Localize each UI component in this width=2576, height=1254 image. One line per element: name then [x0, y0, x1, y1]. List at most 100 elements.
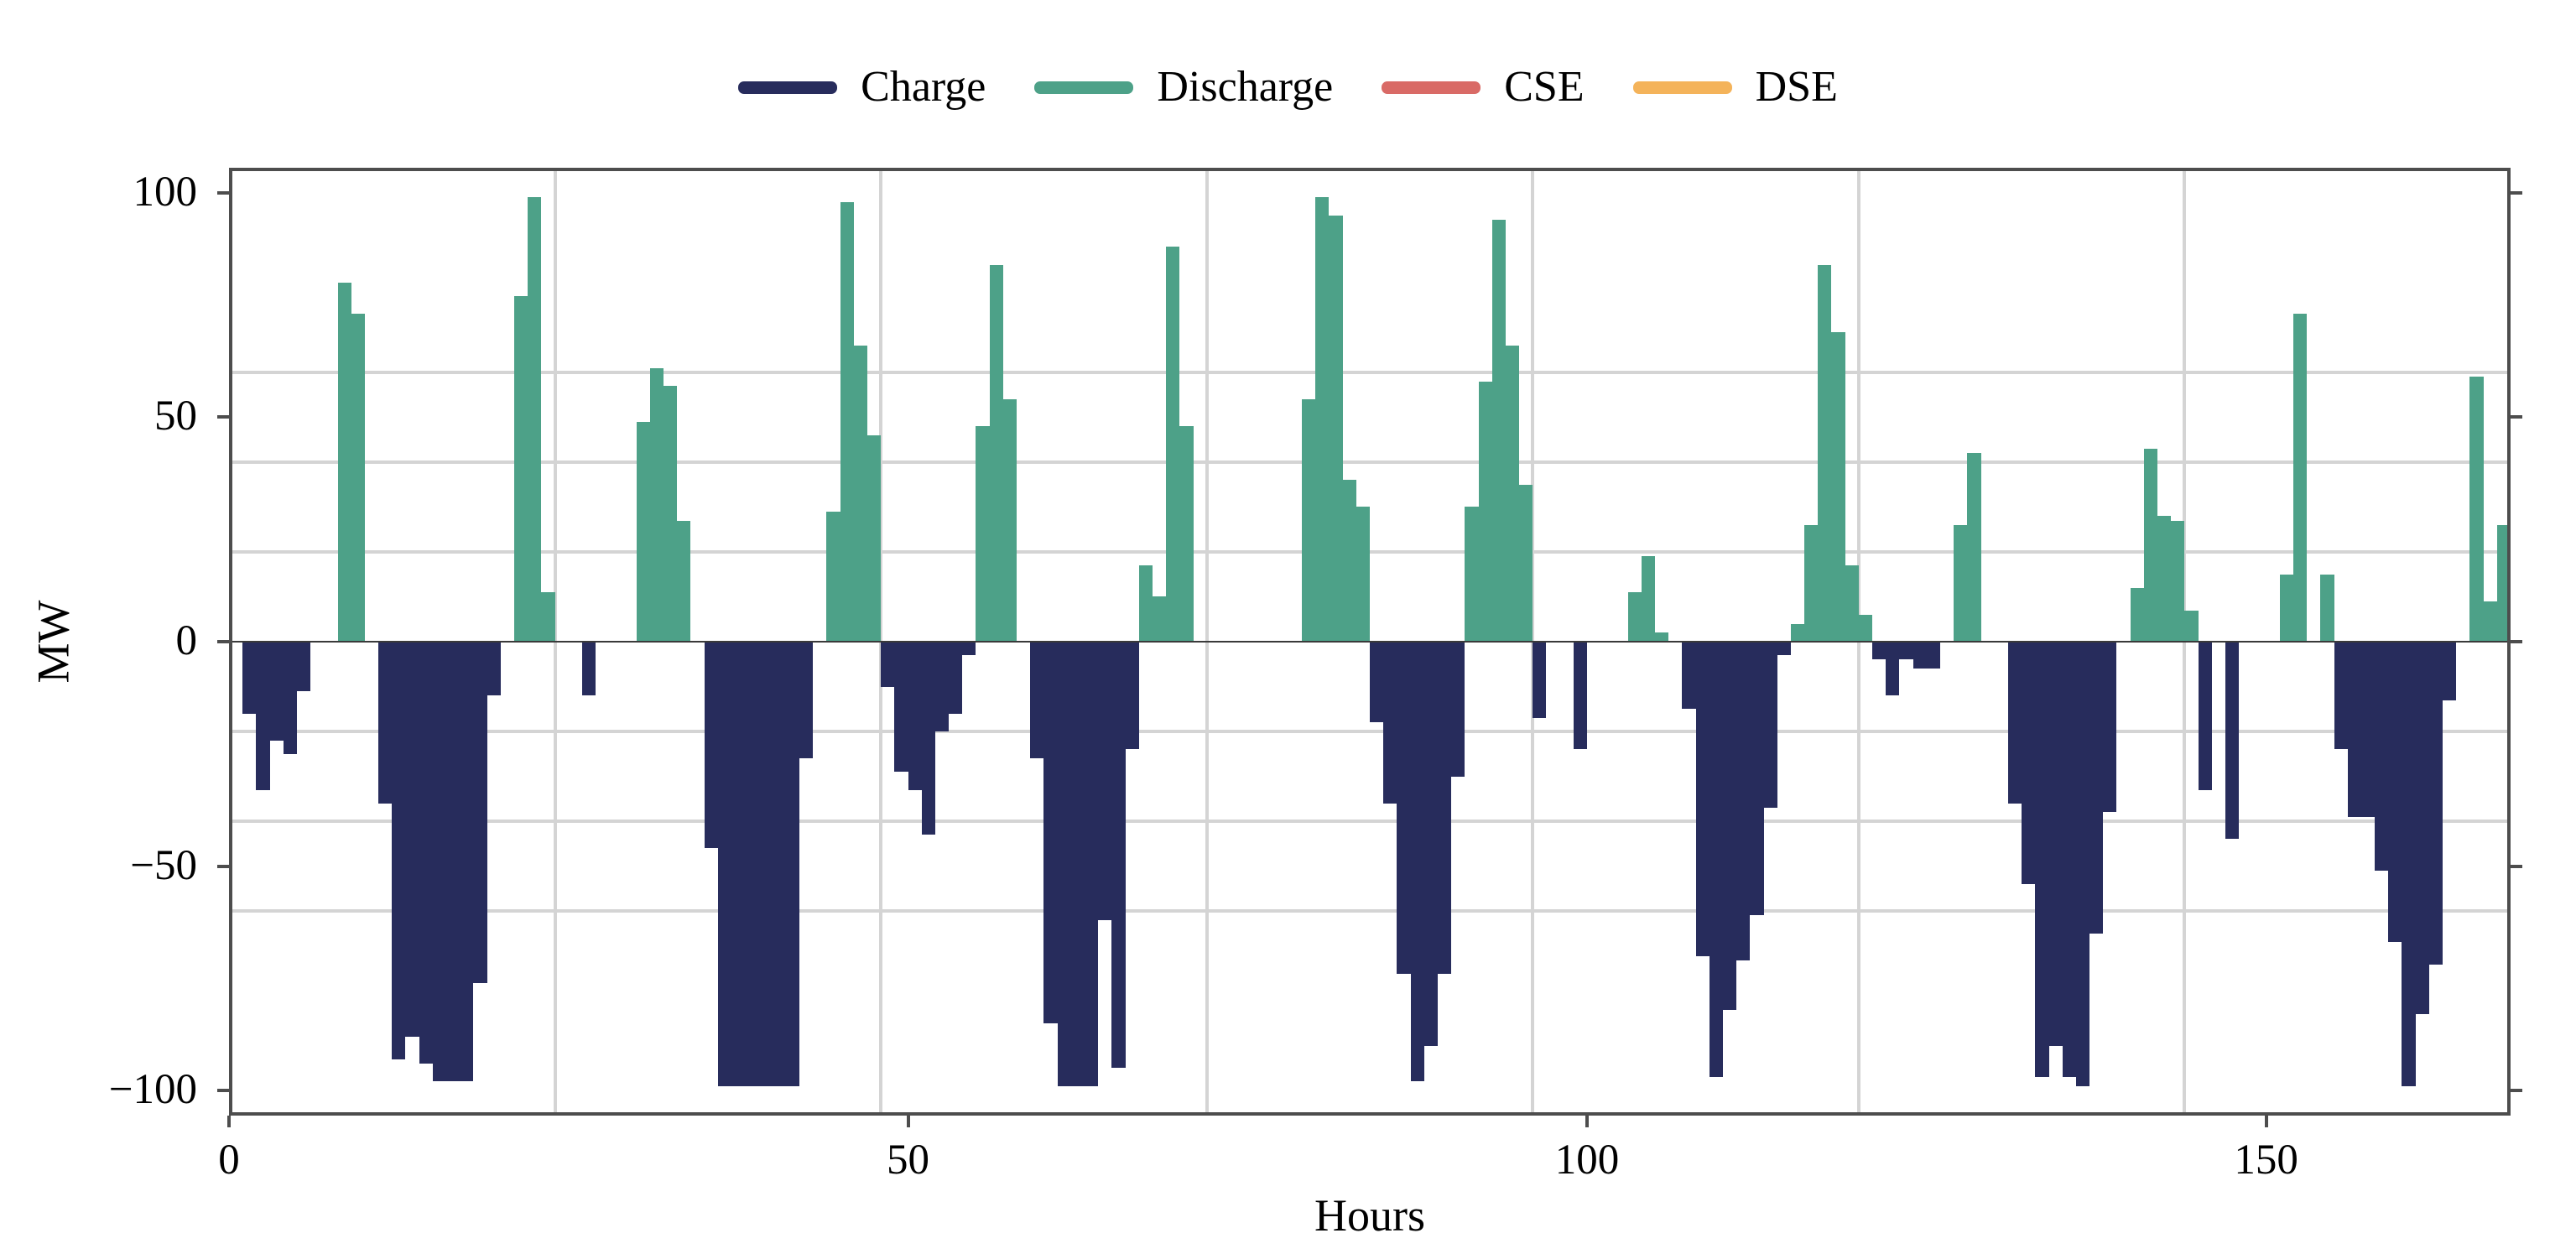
discharge-bar-hour-94: [1505, 345, 1520, 642]
charge-bar-hour-145: [2198, 642, 2212, 790]
discharge-bar-hour-31: [649, 367, 664, 642]
charge-bar-hour-51: [921, 642, 935, 835]
charge-bar-hour-18: [473, 642, 487, 983]
charge-bar-hour-163: [2443, 642, 2457, 700]
h-gridline--40mw: [229, 820, 2511, 823]
legend: Charge Discharge CSE DSE: [0, 65, 2576, 109]
h-gridline-40mw: [229, 460, 2511, 464]
legend-item-charge: Charge: [738, 65, 986, 109]
charge-bar-hour-125: [1926, 642, 1940, 669]
x-tick-label-100: 100: [1554, 1137, 1620, 1184]
charge-bar-hour-38: [745, 642, 759, 1086]
charge-bar-hour-107: [1682, 642, 1696, 710]
charge-bar-hour-13: [405, 642, 419, 1037]
discharge-bar-hour-128: [1967, 453, 1981, 642]
charge-bar-hour-124: [1912, 642, 1927, 669]
discharge-bar-hour-103: [1627, 592, 1642, 642]
discharge-bar-hour-92: [1478, 381, 1492, 642]
charge-bar-hour-155: [2334, 642, 2348, 750]
charge-bar-hour-90: [1451, 642, 1465, 777]
charge-bar-hour-137: [2089, 642, 2104, 934]
discharge-bar-hour-105: [1655, 632, 1669, 642]
charge-bar-hour-84: [1370, 642, 1384, 723]
y-tick-label-100: 100: [133, 168, 198, 216]
charge-bar-hour-11: [378, 642, 393, 804]
legend-label: CSE: [1504, 63, 1585, 111]
x-tick-label-150: 150: [2234, 1137, 2298, 1184]
discharge-bar-hour-144: [2184, 610, 2199, 642]
discharge-bar-hour-118: [1831, 331, 1845, 642]
h-gridline-20mw: [229, 549, 2511, 554]
charge-bar-hour-135: [2062, 642, 2076, 1077]
charge-bar-hour-85: [1383, 642, 1397, 804]
y-tick-mark-100: [217, 190, 229, 195]
x-tick-mark-0: [227, 1116, 231, 1127]
discharge-bar-hour-22: [528, 197, 542, 642]
charge-bar-hour-5: [296, 642, 311, 691]
y-tick-label-50: 50: [154, 393, 197, 440]
discharge-bar-hour-95: [1519, 484, 1533, 642]
charge-bar-hour-15: [432, 642, 447, 1082]
x-tick-mark-100: [1585, 1116, 1590, 1127]
discharge-bar-hour-167: [2496, 524, 2511, 642]
x-axis-title: Hours: [1314, 1190, 1425, 1241]
charge-bar-hour-50: [908, 642, 922, 790]
discharge-bar-hour-127: [1954, 524, 1968, 642]
charge-bar-hour-87: [1410, 642, 1424, 1082]
charge-bar-hour-96: [1533, 642, 1547, 718]
x-tick-label-0: 0: [218, 1137, 240, 1184]
discharge-bar-hour-30: [636, 421, 650, 642]
zero-line: [229, 641, 2511, 643]
charge-bar-hour-16: [446, 642, 461, 1082]
discharge-bar-hour-166: [2483, 601, 2497, 642]
charge-bar-hour-156: [2347, 642, 2361, 817]
charge-bar-hour-114: [1777, 642, 1791, 656]
discharge-bar-hour-119: [1845, 565, 1859, 642]
discharge-bar-hour-116: [1804, 524, 1819, 642]
y-tick-mark-right-0: [2511, 640, 2522, 643]
charge-bar-hour-157: [2360, 642, 2376, 817]
x-tick-label-50: 50: [887, 1137, 930, 1184]
y-tick-label-−100: −100: [108, 1066, 197, 1114]
charge-bar-hour-131: [2007, 642, 2022, 804]
discharge-bar-hour-69: [1166, 247, 1180, 642]
discharge-bar-hour-56: [989, 264, 1003, 642]
discharge-bar-hour-82: [1342, 480, 1356, 642]
charge-bar-hour-1: [242, 642, 257, 714]
discharge-bar-hour-151: [2279, 574, 2293, 642]
y-tick-mark-right-−50: [2511, 864, 2522, 868]
discharge-bar-hour-57: [1002, 399, 1017, 642]
legend-label: Charge: [861, 63, 986, 111]
legend-swatch-icon: [1632, 81, 1732, 94]
legend-item-discharge: Discharge: [1034, 65, 1333, 109]
charge-bar-hour-14: [419, 642, 433, 1064]
charge-bar-hour-136: [2075, 642, 2090, 1086]
charge-bar-hour-64: [1098, 642, 1112, 920]
charge-bar-hour-62: [1070, 642, 1085, 1086]
discharge-bar-hour-9: [351, 314, 365, 642]
charge-bar-hour-113: [1763, 642, 1777, 808]
discharge-bar-hour-140: [2130, 587, 2144, 642]
charge-bar-hour-133: [2035, 642, 2049, 1077]
charge-bar-hour-160: [2402, 642, 2416, 1086]
discharge-bar-hour-67: [1138, 565, 1153, 642]
discharge-bar-hour-47: [866, 434, 882, 642]
discharge-bar-hour-80: [1315, 197, 1330, 642]
legend-swatch-icon: [738, 81, 838, 94]
legend-swatch-icon: [1382, 81, 1481, 94]
x-tick-mark-150: [2264, 1116, 2268, 1127]
charge-bar-hour-66: [1125, 642, 1139, 750]
charge-bar-hour-110: [1722, 642, 1737, 1010]
discharge-bar-hour-46: [853, 345, 867, 642]
discharge-bar-hour-33: [677, 520, 691, 642]
charge-bar-hour-39: [758, 642, 773, 1086]
discharge-bar-hour-81: [1329, 215, 1343, 642]
discharge-bar-hour-83: [1356, 507, 1370, 642]
discharge-bar-hour-32: [664, 386, 678, 642]
charge-bar-hour-49: [894, 642, 908, 773]
legend-item-dse: DSE: [1632, 63, 1838, 111]
legend-label: DSE: [1755, 63, 1838, 111]
charge-bar-hour-138: [2103, 642, 2117, 813]
discharge-bar-hour-115: [1790, 623, 1805, 642]
